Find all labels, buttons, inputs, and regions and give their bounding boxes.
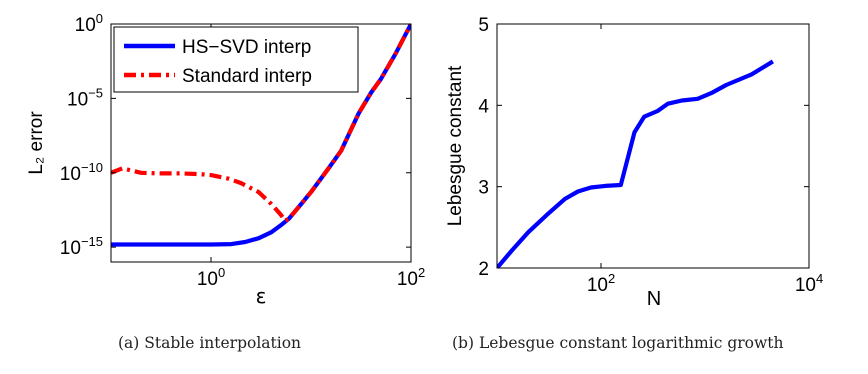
series-line-0-0 — [111, 24, 411, 247]
x-tick-label: 104 — [795, 271, 823, 296]
caption-a: (a) Stable interpolation — [118, 334, 302, 352]
y-tick-label: 4 — [478, 96, 489, 117]
series-line-0-1 — [111, 24, 411, 223]
panel-a-stable-interpolation: 100 102 10−15 10−10 10−5 100 L₂ error ε HS−SV… — [26, 11, 425, 308]
panel-b-ticks: 102 104 2 3 4 5 — [478, 15, 823, 296]
legend-label-hs-svd: HS−SVD interp — [182, 37, 311, 58]
y-tick-label: 10−15 — [60, 234, 103, 259]
series-line-1-0 — [497, 59, 774, 268]
panel-b-axes-box — [496, 23, 810, 269]
y-tick-label: 10−10 — [60, 160, 103, 185]
y-tick-label: 5 — [478, 15, 489, 36]
y-tick-label: 2 — [478, 259, 489, 280]
panel-a-ylabel: L₂ error — [26, 111, 47, 175]
panel-a-plot-area — [111, 24, 411, 247]
panel-a-axes-box — [110, 23, 412, 263]
panel-a-xlabel: ε — [256, 284, 267, 308]
x-tick-label: 102 — [397, 265, 425, 290]
legend-box — [113, 26, 359, 93]
x-tick-label: 100 — [197, 265, 225, 290]
y-tick-label: 100 — [75, 11, 103, 36]
panel-b-lebesgue-constant: 102 104 2 3 4 5 Lebesgue constant N — [445, 15, 823, 310]
x-tick-label: 102 — [587, 271, 615, 296]
y-tick-label: 10−5 — [67, 85, 103, 110]
legend-label-standard: Standard interp — [182, 66, 312, 87]
figure: 100 102 10−15 10−10 10−5 100 L₂ error ε HS−SV… — [26, 11, 823, 310]
panel-b-xlabel: N — [647, 288, 661, 310]
y-tick-label: 3 — [478, 178, 489, 199]
panel-b-plot-area — [497, 59, 774, 268]
panel-a-legend: HS−SVD interp Standard interp — [113, 26, 359, 93]
caption-b: (b) Lebesgue constant logarithmic growth — [452, 334, 784, 352]
panel-b-ylabel: Lebesgue constant — [445, 65, 466, 226]
